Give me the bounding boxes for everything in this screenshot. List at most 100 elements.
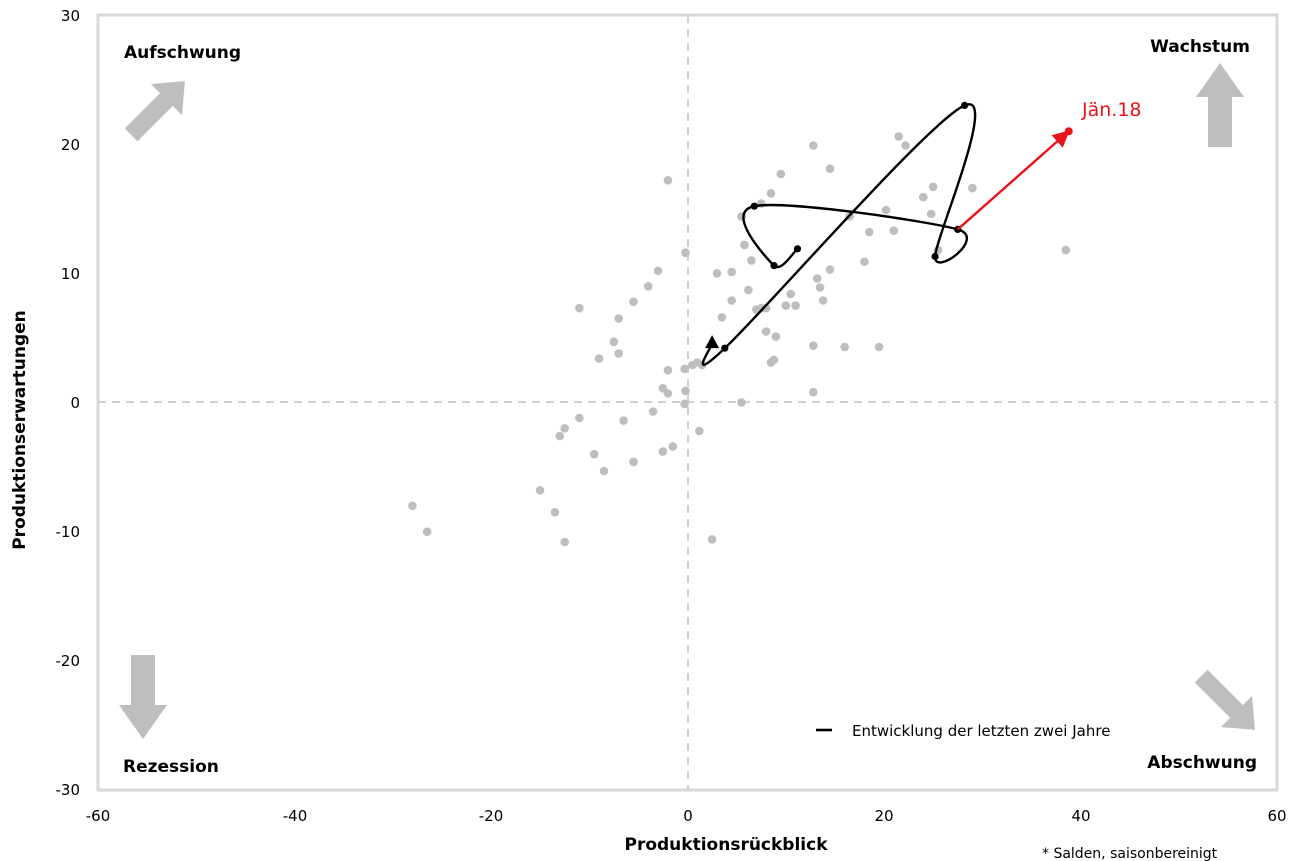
scatter-point <box>926 209 936 219</box>
latest-callout-label: Jän.18 <box>1081 99 1142 121</box>
scatter-point <box>609 337 619 347</box>
footnote: * Salden, saisonbereinigt <box>1042 846 1218 861</box>
scatter-point <box>756 303 766 313</box>
scatter-point <box>901 141 910 150</box>
scatter-point <box>865 227 874 237</box>
quadrant-label-top-right: Wachstum <box>1150 37 1250 57</box>
scatter-point <box>744 285 753 295</box>
scatter-point <box>791 301 800 310</box>
scatter-point <box>818 296 828 305</box>
scatter-point <box>555 431 565 441</box>
scatter-point <box>809 141 818 150</box>
scatter-point <box>575 413 584 423</box>
trend-point <box>793 245 802 253</box>
scatter-point <box>619 416 628 425</box>
scatter-point <box>712 269 722 278</box>
legend-label: Entwicklung der letzten zwei Jahre <box>852 722 1110 740</box>
scatter-point <box>781 301 791 310</box>
x-tick-label: -40 <box>283 807 308 825</box>
scatter-point <box>727 267 736 277</box>
scatter-point <box>648 407 658 416</box>
scatter-point <box>840 342 849 352</box>
y-tick-label: -30 <box>56 781 81 799</box>
scatter-point <box>771 332 781 341</box>
scatter-point <box>825 265 835 274</box>
trend-point <box>931 252 939 261</box>
scatter-point <box>727 296 736 305</box>
scatter-point <box>614 349 623 358</box>
scatter-point <box>695 426 704 436</box>
x-tick-label: 0 <box>683 807 693 825</box>
quadrant-label-bottom-right: Abschwung <box>1147 753 1257 773</box>
scatter-point <box>680 399 689 409</box>
scatter-point <box>747 256 756 265</box>
y-tick-label: -10 <box>56 523 81 541</box>
scatter-point <box>874 342 884 352</box>
latest-point <box>1064 127 1073 136</box>
trend-point <box>961 101 969 109</box>
y-tick-label: 30 <box>61 7 80 25</box>
scatter-point <box>594 354 604 363</box>
scatter-point <box>658 447 668 456</box>
scatter-point <box>761 327 771 336</box>
scatter-point <box>589 449 599 459</box>
rezession-arrow-icon <box>119 655 167 739</box>
scatter-point <box>663 176 673 185</box>
scatter-point <box>740 240 749 250</box>
wachstum-arrow-icon <box>1196 63 1244 147</box>
trend-point <box>750 202 758 210</box>
scatter-point <box>717 313 727 322</box>
scatter-point <box>786 289 795 299</box>
scatter-point <box>614 314 623 323</box>
x-tick-label: 20 <box>874 807 893 825</box>
scatter-point <box>825 164 835 173</box>
scatter-point <box>681 386 690 396</box>
scatter-point <box>643 282 653 291</box>
scatter-point <box>663 389 673 398</box>
scatter-point <box>422 527 432 536</box>
scatter-point <box>663 365 673 375</box>
scatter-point <box>629 457 638 467</box>
quadrant-label-bottom-left: Rezession <box>123 757 219 777</box>
x-tick-label: 40 <box>1071 807 1090 825</box>
scatter-point <box>809 341 818 351</box>
scatter-point <box>408 501 417 511</box>
scatter-point <box>812 274 822 283</box>
y-axis-title: Produktionserwartungen <box>10 310 30 550</box>
scatter-point <box>1061 245 1071 255</box>
x-tick-label: -60 <box>86 807 111 825</box>
quadrant-label-top-left: Aufschwung <box>124 43 241 63</box>
scatter-point <box>889 226 899 235</box>
scatter-point <box>737 398 746 407</box>
scatter-point <box>629 297 638 307</box>
scatter-point <box>653 266 663 276</box>
scatter-point <box>575 303 584 313</box>
y-tick-label: -20 <box>56 652 81 670</box>
x-tick-label: 60 <box>1267 807 1286 825</box>
scatter-point <box>769 355 779 365</box>
scatter-point <box>928 182 938 192</box>
scatter-point <box>668 442 678 451</box>
scatter-point <box>560 424 569 433</box>
trend-start-marker <box>705 335 720 349</box>
y-tick-label: 0 <box>70 394 80 412</box>
scatter-point <box>919 192 928 202</box>
scatter-point <box>815 283 825 292</box>
y-tick-label: 20 <box>61 136 80 154</box>
scatter-point <box>894 132 903 141</box>
scatter-point <box>968 183 977 193</box>
x-axis-title: Produktionsrückblick <box>624 835 828 855</box>
scatter-point <box>776 169 786 179</box>
scatter-point <box>707 535 717 544</box>
latest-arrow-line <box>956 130 1070 231</box>
scatter-point <box>681 248 690 257</box>
trend-point <box>770 262 778 270</box>
x-tick-label: -20 <box>479 807 504 825</box>
trend-point <box>721 344 729 352</box>
scatter-point <box>860 257 869 267</box>
scatter-point <box>809 387 818 397</box>
aufschwung-arrow-icon <box>124 81 185 142</box>
y-tick-label: 10 <box>61 265 80 283</box>
scatter-point <box>766 189 776 198</box>
